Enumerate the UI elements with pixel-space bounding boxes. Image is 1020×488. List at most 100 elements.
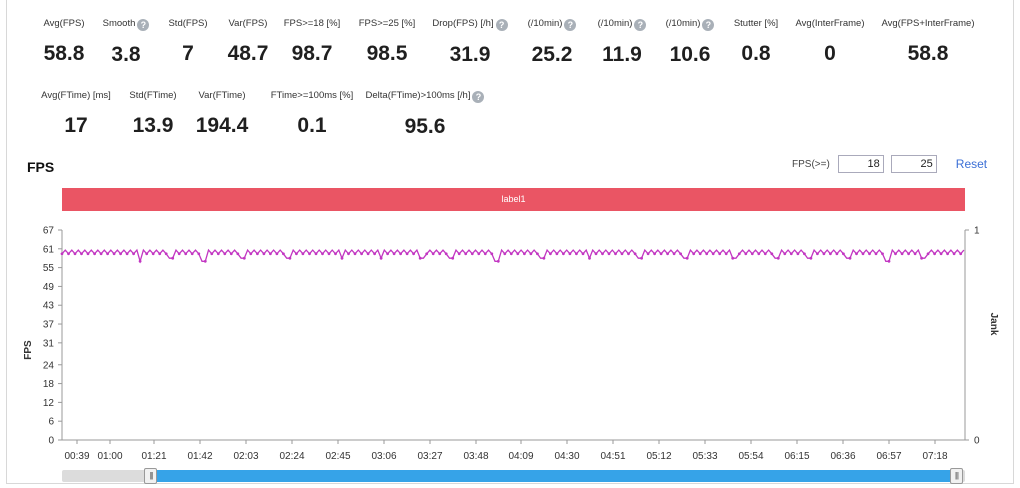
metric-metrics_row2-1: Std(FTime) 13.9 bbox=[93, 89, 213, 139]
fps-point bbox=[614, 252, 617, 256]
fps-point bbox=[360, 252, 363, 256]
help-icon[interactable]: ? bbox=[702, 19, 715, 31]
fps-point bbox=[379, 256, 383, 260]
fps-point bbox=[516, 252, 520, 256]
fps-section-title: FPS bbox=[27, 159, 55, 175]
fps-point bbox=[881, 252, 884, 256]
metric-label: (/10min)? bbox=[630, 17, 750, 31]
fps-point bbox=[783, 252, 787, 256]
fps-point bbox=[900, 252, 904, 256]
fps-point bbox=[295, 252, 298, 256]
fps-point bbox=[607, 252, 611, 256]
help-icon[interactable]: ? bbox=[634, 19, 647, 31]
fps-point bbox=[855, 252, 858, 256]
fps-point bbox=[171, 256, 175, 260]
metric-value: 58.8 bbox=[43, 42, 85, 65]
metric-label: (/10min)? bbox=[562, 17, 682, 31]
metric-label-text: Var(FTime) bbox=[198, 90, 246, 101]
fps-point bbox=[829, 252, 832, 256]
fps-point bbox=[887, 259, 891, 263]
metric-label: Avg(FPS+InterFrame) bbox=[868, 17, 988, 30]
x-tick-label: 03:06 bbox=[371, 451, 396, 462]
fps-point bbox=[470, 252, 474, 256]
fps-point bbox=[581, 252, 585, 256]
metric-metrics_row1-10: Stutter [%] 0.8 bbox=[696, 17, 816, 67]
fps-point bbox=[549, 252, 552, 256]
fps-point bbox=[737, 252, 741, 256]
metric-label: Avg(FTime) [ms] bbox=[16, 89, 136, 102]
fps-point bbox=[568, 252, 572, 256]
metric-value: 48.7 bbox=[227, 42, 269, 65]
metric-label: (/10min)? bbox=[492, 17, 612, 31]
fps-point bbox=[763, 252, 767, 256]
jank-axis-title: Jank bbox=[988, 313, 999, 336]
metric-label: Stutter [%] bbox=[696, 17, 816, 30]
fps-point bbox=[503, 252, 507, 256]
x-tick-label: 05:12 bbox=[646, 451, 671, 462]
help-icon[interactable]: ? bbox=[137, 19, 150, 31]
fps-point bbox=[67, 252, 70, 256]
reset-button[interactable]: Reset bbox=[955, 157, 988, 171]
time-range-selection[interactable] bbox=[150, 470, 956, 482]
x-tick-label: 06:57 bbox=[876, 451, 901, 462]
metric-value: 0.1 bbox=[297, 114, 327, 137]
fps-point bbox=[80, 252, 83, 256]
fps-point bbox=[750, 252, 754, 256]
fps-point bbox=[698, 252, 702, 256]
fps-point bbox=[60, 252, 64, 256]
fps-point bbox=[73, 252, 77, 256]
metric-label: Std(FPS) bbox=[128, 17, 248, 30]
fps-point bbox=[112, 252, 116, 256]
fps-point bbox=[685, 256, 689, 260]
fps-point bbox=[646, 252, 650, 256]
x-tick-label: 06:36 bbox=[830, 451, 855, 462]
fps-filter-label: FPS(>=) bbox=[792, 158, 830, 170]
fps-threshold-filter: FPS(>=) Reset bbox=[792, 155, 987, 173]
metric-label-text: (/10min) bbox=[665, 18, 701, 29]
range-end-handle[interactable]: ||| bbox=[949, 468, 963, 484]
fps-point bbox=[822, 252, 826, 256]
fps-point bbox=[640, 256, 643, 260]
fps-threshold-18-input[interactable] bbox=[837, 155, 884, 173]
fps-point bbox=[796, 252, 800, 256]
fps-point bbox=[959, 252, 963, 256]
fps-point bbox=[926, 252, 930, 256]
fps-point bbox=[373, 252, 376, 256]
x-tick-label: 02:45 bbox=[325, 451, 350, 462]
fps-threshold-25-input[interactable] bbox=[890, 155, 937, 173]
metric-label-text: Std(FTime) bbox=[129, 90, 177, 101]
fps-point bbox=[269, 252, 272, 256]
x-tick-label: 04:51 bbox=[600, 451, 625, 462]
help-icon[interactable]: ? bbox=[472, 91, 485, 103]
fps-point bbox=[536, 252, 539, 256]
metric-value: 25.2 bbox=[531, 43, 573, 66]
metric-metrics_row1-6: Drop(FPS) [/h]? 31.9 bbox=[410, 17, 530, 68]
fps-point bbox=[711, 252, 715, 256]
x-tick-label: 05:33 bbox=[692, 451, 717, 462]
help-icon[interactable]: ? bbox=[564, 19, 577, 31]
fps-point bbox=[249, 252, 253, 256]
fps-point bbox=[334, 252, 337, 256]
range-start-handle[interactable]: ||| bbox=[144, 468, 158, 484]
help-icon[interactable]: ? bbox=[495, 19, 508, 31]
fps-point bbox=[203, 259, 207, 263]
x-tick-label: 07:18 bbox=[922, 451, 947, 462]
fps-series-line bbox=[61, 248, 965, 264]
fps-point bbox=[659, 252, 663, 256]
metric-label-text: Stutter [%] bbox=[733, 18, 779, 29]
fps-point bbox=[692, 252, 696, 256]
fps-point bbox=[275, 252, 279, 256]
fps-point bbox=[620, 252, 624, 256]
metric-label-text: (/10min) bbox=[527, 18, 563, 29]
metric-label-text: FPS>=25 [%] bbox=[358, 18, 416, 29]
label-bar[interactable]: label1 bbox=[62, 188, 965, 211]
y-tick-label: 18 bbox=[43, 379, 55, 390]
metric-value: 0 bbox=[824, 42, 836, 65]
metric-label-text: Std(FPS) bbox=[168, 18, 208, 29]
metric-value: 0.8 bbox=[741, 42, 771, 65]
fps-point bbox=[190, 252, 194, 256]
x-tick-label: 01:21 bbox=[141, 451, 166, 462]
fps-point bbox=[490, 252, 494, 256]
fps-point bbox=[542, 256, 546, 260]
metric-value: 10.6 bbox=[669, 43, 711, 66]
